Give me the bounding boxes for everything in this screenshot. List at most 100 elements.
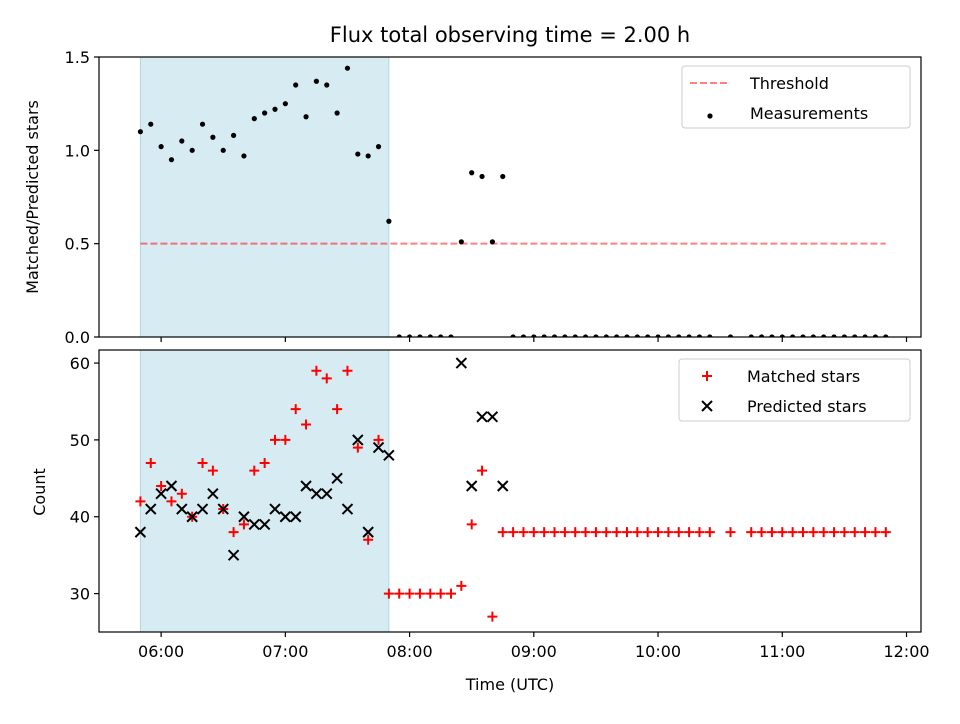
predicted-star-point xyxy=(155,487,167,500)
y-tick-label: 1.0 xyxy=(65,141,90,160)
matched-star-point xyxy=(394,588,405,599)
matched-star-point xyxy=(228,527,239,538)
matched-star-point xyxy=(642,527,653,538)
matched-star-point xyxy=(653,527,664,538)
matched-star-point xyxy=(808,527,819,538)
matched-star-point xyxy=(342,365,353,376)
legend-1: Matched stars Predicted stars xyxy=(678,358,911,422)
matched-star-point xyxy=(746,527,757,538)
measurement-point xyxy=(686,334,692,337)
measurement-point xyxy=(696,334,703,337)
legend-label: Threshold xyxy=(749,74,829,93)
matched-star-point xyxy=(611,527,622,538)
predicted-star-point xyxy=(465,480,478,492)
predicted-star-point xyxy=(207,487,219,500)
matched-star-point xyxy=(518,527,529,538)
x-tick-label: 10:00 xyxy=(635,642,681,661)
predicted-star-point xyxy=(227,549,240,561)
measurement-point xyxy=(210,134,216,140)
x-tick-label: 12:00 xyxy=(883,642,929,661)
measurement-point xyxy=(582,334,589,337)
measurement-point xyxy=(137,129,144,135)
matched-star-point xyxy=(456,580,467,591)
measurement-point xyxy=(230,132,237,138)
measurement-point xyxy=(355,151,361,157)
matched-star-point xyxy=(766,527,777,538)
measurement-point xyxy=(293,82,299,88)
y-tick-label: 0.0 xyxy=(65,328,90,347)
measurement-point xyxy=(272,106,278,112)
measurement-point xyxy=(365,153,371,159)
measurement-point xyxy=(665,334,671,337)
top-y-axis-label: Matched/Predicted stars xyxy=(23,100,42,294)
matched-star-point xyxy=(197,457,208,468)
measurement-point xyxy=(375,144,382,150)
matched-star-point xyxy=(166,496,177,507)
panel-1-frame xyxy=(98,349,922,633)
matched-star-point xyxy=(880,527,891,538)
matched-star-point xyxy=(497,527,508,538)
matched-star-point xyxy=(238,519,249,530)
measurement-point xyxy=(779,334,785,337)
matched-star-point xyxy=(777,527,788,538)
x-tick-label: 06:00 xyxy=(138,642,184,661)
legend-predicted-swatch xyxy=(701,400,713,412)
matched-star-point xyxy=(145,457,156,468)
predicted-star-point xyxy=(372,441,385,454)
predicted-star-point xyxy=(455,357,468,369)
legend-box xyxy=(681,65,911,129)
matched-star-point xyxy=(321,373,332,384)
predicted-star-point xyxy=(134,526,147,538)
legend-label: Predicted stars xyxy=(747,397,867,416)
measurement-point xyxy=(531,334,537,337)
measurement-point xyxy=(541,334,547,337)
matched-star-point xyxy=(818,527,829,538)
matched-star-point xyxy=(590,527,601,538)
observing-window-shade xyxy=(139,350,390,632)
matched-star-point xyxy=(580,527,591,538)
matched-star-point xyxy=(549,527,560,538)
measurement-point xyxy=(551,334,558,337)
predicted-star-point xyxy=(331,472,343,485)
matched-star-point xyxy=(404,588,415,599)
matched-star-point xyxy=(787,527,798,538)
x-axis-label: Time (UTC) xyxy=(465,675,554,694)
matched-star-point xyxy=(414,588,425,599)
predicted-star-point xyxy=(341,503,354,515)
measurement-point xyxy=(645,334,651,337)
measurement-point xyxy=(572,334,578,337)
measurement-point xyxy=(707,334,713,337)
panel-1-plot-area xyxy=(134,350,891,632)
matched-star-point xyxy=(663,527,674,538)
measurement-point xyxy=(655,334,661,337)
matched-star-point xyxy=(849,527,860,538)
measurement-point xyxy=(790,334,796,337)
legend-label: Matched stars xyxy=(747,367,860,386)
measurement-point xyxy=(199,121,206,127)
matched-star-point xyxy=(269,434,280,445)
predicted-star-point xyxy=(362,526,374,538)
matched-star-point xyxy=(135,496,146,507)
measurement-point xyxy=(179,138,185,144)
predicted-star-point xyxy=(352,434,364,446)
matched-star-point xyxy=(684,527,695,538)
predicted-star-point xyxy=(289,511,302,523)
measurement-point xyxy=(168,157,175,163)
matched-star-point xyxy=(673,527,684,538)
measurement-point xyxy=(220,147,226,153)
measurement-point xyxy=(148,121,154,127)
matched-star-point xyxy=(601,527,612,538)
matched-star-point xyxy=(280,434,291,445)
measurement-point xyxy=(251,116,257,122)
measurement-point xyxy=(769,334,775,337)
measurement-point xyxy=(262,110,268,116)
measurement-point xyxy=(841,334,847,337)
measurement-point xyxy=(624,334,630,337)
matched-star-point xyxy=(539,527,550,538)
matched-star-point xyxy=(694,527,705,538)
matched-star-point xyxy=(477,465,488,476)
y-tick-label: 1.5 xyxy=(65,48,90,67)
predicted-star-point xyxy=(196,503,209,515)
matched-star-point xyxy=(632,527,643,538)
